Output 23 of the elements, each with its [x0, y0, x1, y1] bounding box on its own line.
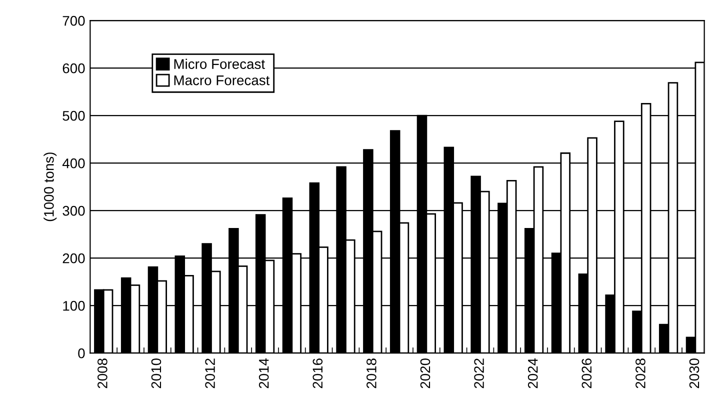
y-tick-label: 200	[62, 253, 85, 264]
x-tick-label: 2018	[366, 358, 376, 388]
y-tick-label: 600	[62, 63, 85, 74]
legend-label: Micro Forecast	[174, 58, 265, 69]
y-tick-label: 300	[62, 206, 85, 216]
y-axis-title: (1000 tons)	[44, 152, 57, 222]
legend-label: Macro Forecast	[174, 76, 270, 86]
x-tick-label: 2020	[420, 358, 430, 388]
x-tick-label: 2016	[312, 358, 323, 388]
x-tick-label: 2014	[258, 358, 269, 388]
y-tick-label: 500	[62, 110, 85, 121]
y-tick-label: 100	[63, 300, 85, 311]
y-tick-label: 400	[62, 158, 85, 168]
x-tick-label: 2012	[205, 358, 215, 388]
x-tick-label: 2008	[98, 358, 108, 388]
x-tick-label: 2024	[528, 358, 538, 388]
x-tick-label: 2010	[151, 358, 162, 388]
x-tick-label: 2022	[474, 358, 484, 388]
x-tick-label: 2030	[689, 358, 700, 388]
x-tick-label: 2028	[636, 358, 646, 388]
y-tick-label: 0	[78, 348, 85, 358]
x-tick-label: 2026	[582, 358, 592, 388]
y-tick-label: 700	[62, 16, 85, 26]
